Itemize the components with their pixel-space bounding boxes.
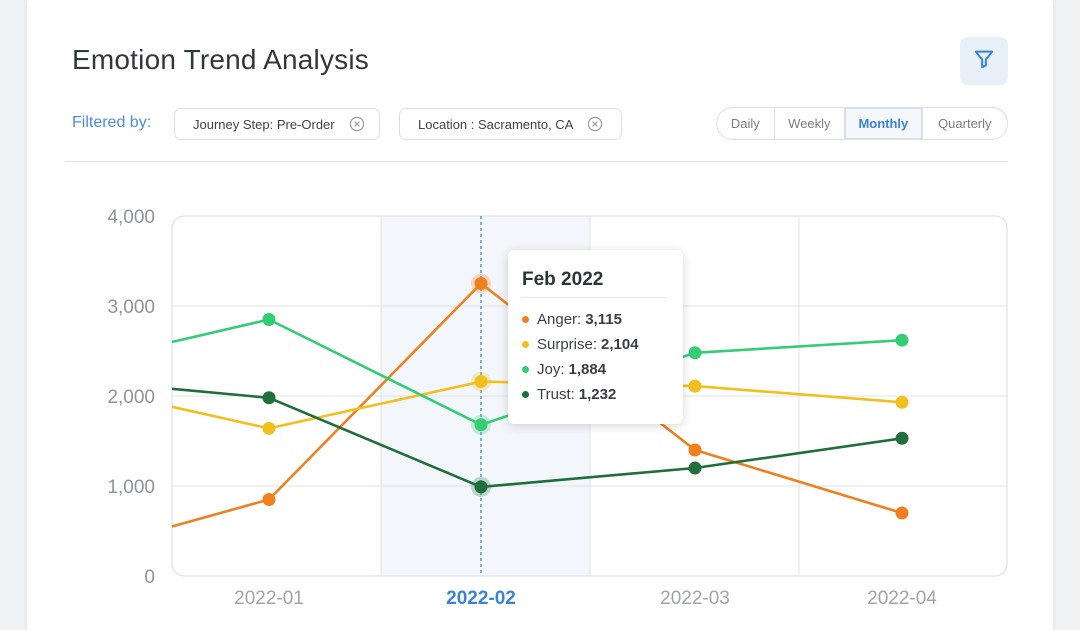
y-tick-label: 4,000 [107, 207, 155, 228]
close-circle-icon[interactable] [586, 115, 604, 133]
tooltip-row-joy: Joy: 1,884 [522, 361, 606, 378]
header-divider [65, 161, 1008, 162]
data-point-anger [895, 506, 909, 520]
filtered-by-label: Filtered by: [72, 114, 152, 131]
granularity-toggle: Daily Weekly Monthly Quarterly [716, 107, 1008, 140]
filter-button[interactable] [960, 37, 1008, 85]
tooltip-series-name: Anger [537, 311, 578, 328]
page-title: Emotion Trend Analysis [72, 44, 369, 75]
data-point-anger [688, 443, 702, 457]
data-point-anger [262, 493, 276, 506]
x-tick-label: 2022-01 [234, 588, 304, 609]
y-tick-label: 3,000 [107, 297, 155, 318]
tooltip-series-name: Joy [537, 361, 561, 378]
legend-dot-icon [522, 391, 529, 398]
x-tick-label: 2022-04 [867, 588, 937, 609]
y-tick-label: 1,000 [107, 477, 155, 498]
data-point-surprise [895, 395, 909, 409]
close-circle-icon[interactable] [348, 115, 366, 133]
tooltip-series-value: 1,232 [578, 386, 617, 403]
data-point-surprise [474, 375, 488, 389]
chart-tooltip: Feb 2022 Anger: 3,115 Surprise: 2,104 Jo… [508, 250, 683, 424]
granularity-weekly[interactable]: Weekly [775, 108, 846, 139]
y-tick-label: 0 [144, 567, 155, 588]
tooltip-series-value: 3,115 [585, 311, 622, 328]
tooltip-title: Feb 2022 [522, 269, 604, 290]
granularity-monthly[interactable]: Monthly [845, 108, 923, 139]
data-point-joy [688, 346, 702, 360]
granularity-daily[interactable]: Daily [717, 108, 775, 139]
filter-chip-label: Journey Step: Pre-Order [193, 116, 335, 132]
legend-dot-icon [522, 316, 529, 323]
data-point-trust [688, 461, 702, 475]
filter-chip-journey-step: Journey Step: Pre-Order [174, 108, 380, 140]
tooltip-series-value: 1,884 [568, 361, 607, 378]
tooltip-series-value: 2,104 [601, 336, 639, 353]
tooltip-row-anger: Anger: 3,115 [522, 311, 622, 328]
data-point-surprise [688, 379, 702, 393]
granularity-quarterly[interactable]: Quarterly [938, 116, 992, 131]
data-point-joy [895, 333, 909, 347]
y-tick-label: 2,000 [107, 387, 155, 408]
data-point-trust [474, 480, 488, 494]
tooltip-row-trust: Trust: 1,232 [522, 386, 616, 403]
data-point-joy [262, 313, 276, 326]
data-point-surprise [262, 421, 276, 435]
filter-chip-location: Location : Sacramento, CA [399, 108, 622, 140]
x-tick-label: 2022-02 [446, 588, 516, 609]
data-point-anger [474, 277, 488, 290]
filter-chip-label: Location : Sacramento, CA [418, 116, 574, 132]
legend-dot-icon [522, 341, 529, 348]
filter-funnel-icon [973, 48, 995, 75]
data-point-trust [895, 431, 909, 445]
legend-dot-icon [522, 366, 529, 373]
tooltip-row-surprise: Surprise: 2,104 [522, 336, 639, 353]
data-point-trust [262, 391, 276, 405]
data-point-joy [474, 418, 488, 432]
tooltip-series-name: Trust [537, 386, 571, 403]
tooltip-divider [521, 297, 666, 298]
x-tick-label: 2022-03 [660, 588, 730, 609]
tooltip-series-name: Surprise [537, 336, 593, 353]
